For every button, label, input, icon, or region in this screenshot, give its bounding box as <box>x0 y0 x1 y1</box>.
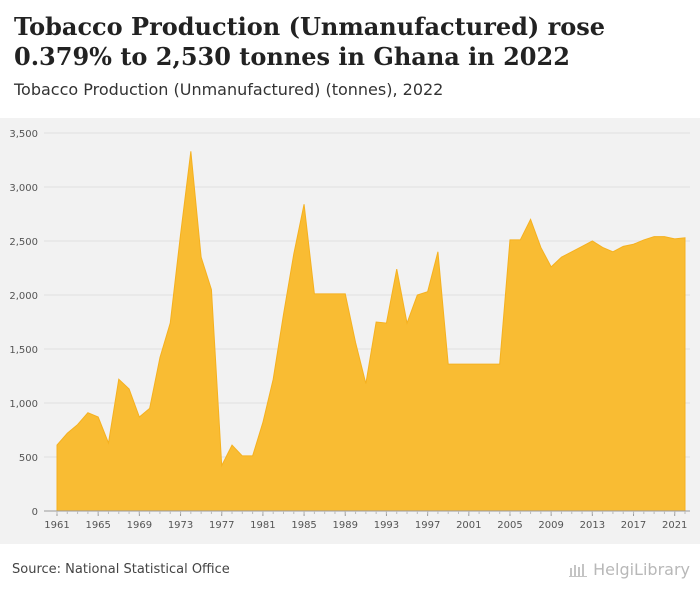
x-tick-label: 2009 <box>538 520 563 531</box>
x-tick-label: 2013 <box>580 520 605 531</box>
area-series <box>56 151 686 512</box>
chart-title: Tobacco Production (Unmanufactured) rose… <box>14 12 606 71</box>
x-tick-label: 2005 <box>497 520 522 531</box>
x-tick-label: 1973 <box>168 520 193 531</box>
x-tick-label: 2001 <box>456 520 481 531</box>
y-tick-label: 500 <box>19 453 38 464</box>
x-tick-label: 1965 <box>85 520 110 531</box>
x-tick-label: 1961 <box>44 520 69 531</box>
y-tick-label: 1,500 <box>9 345 38 356</box>
x-tick-label: 1969 <box>127 520 152 531</box>
x-tick-label: 1981 <box>250 520 275 531</box>
x-tick-label: 1993 <box>374 520 399 531</box>
x-tick-label: 1977 <box>209 520 234 531</box>
y-tick-label: 1,000 <box>9 399 38 410</box>
y-tick-label: 0 <box>32 507 38 518</box>
y-tick-label: 2,500 <box>9 237 38 248</box>
y-tick-label: 3,500 <box>9 129 38 140</box>
y-tick-label: 3,000 <box>9 183 38 194</box>
y-tick-label: 2,000 <box>9 291 38 302</box>
source-note: Source: National Statistical Office <box>12 562 230 577</box>
library-icon <box>569 563 588 577</box>
x-tick-label: 2021 <box>662 520 687 531</box>
brand-name: HelgiLibrary <box>593 560 690 579</box>
x-tick-label: 1985 <box>291 520 316 531</box>
chart-subtitle: Tobacco Production (Unmanufactured) (ton… <box>14 80 444 99</box>
x-tick-label: 2017 <box>621 520 646 531</box>
x-tick-label: 1997 <box>415 520 440 531</box>
brand-logo[interactable]: HelgiLibrary <box>569 560 690 579</box>
x-tick-label: 1989 <box>333 520 358 531</box>
